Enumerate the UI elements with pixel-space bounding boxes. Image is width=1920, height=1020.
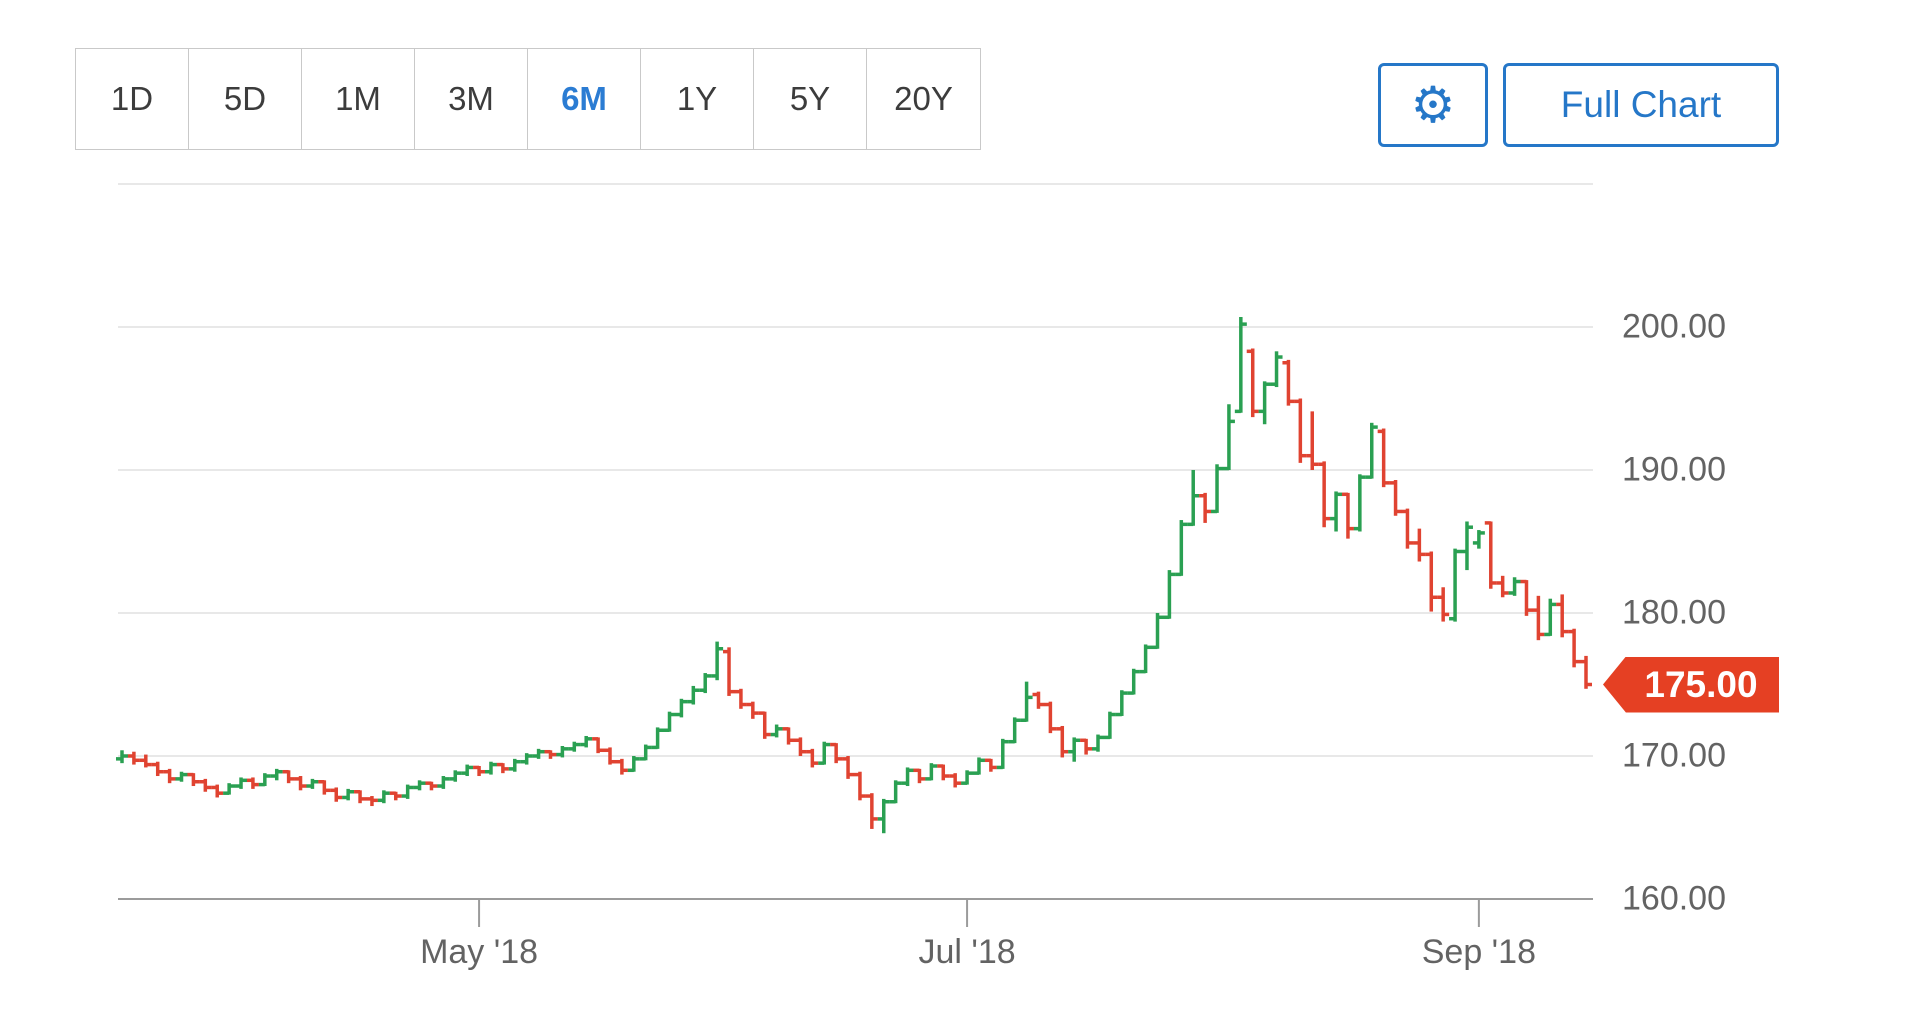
range-button-1y[interactable]: 1Y: [641, 49, 754, 149]
range-button-5y[interactable]: 5Y: [754, 49, 867, 149]
x-axis-label-sep: Sep '18: [1421, 933, 1537, 971]
y-axis-label: 170.00: [1622, 736, 1726, 775]
y-axis-label: 190.00: [1622, 450, 1726, 489]
range-button-5d[interactable]: 5D: [189, 49, 302, 149]
range-button-3m[interactable]: 3M: [415, 49, 528, 149]
range-button-6m[interactable]: 6M: [528, 49, 641, 149]
range-button-1m[interactable]: 1M: [302, 49, 415, 149]
y-axis-label: 180.00: [1622, 593, 1726, 632]
x-axis-label-may: May '18: [420, 933, 539, 971]
settings-button[interactable]: ⚙: [1378, 63, 1488, 147]
full-chart-button[interactable]: Full Chart: [1503, 63, 1779, 147]
range-button-20y[interactable]: 20Y: [867, 49, 980, 149]
last-price-badge: 175.00: [1603, 656, 1779, 713]
y-axis-label: 200.00: [1622, 307, 1726, 346]
y-axis-label: 160.00: [1622, 879, 1726, 918]
gear-icon: ⚙: [1410, 76, 1456, 134]
range-toolbar: 1D 5D 1M 3M 6M 1Y 5Y 20Y: [75, 48, 981, 150]
x-axis-label-jul: Jul '18: [918, 933, 1016, 971]
range-button-1d[interactable]: 1D: [76, 49, 189, 149]
